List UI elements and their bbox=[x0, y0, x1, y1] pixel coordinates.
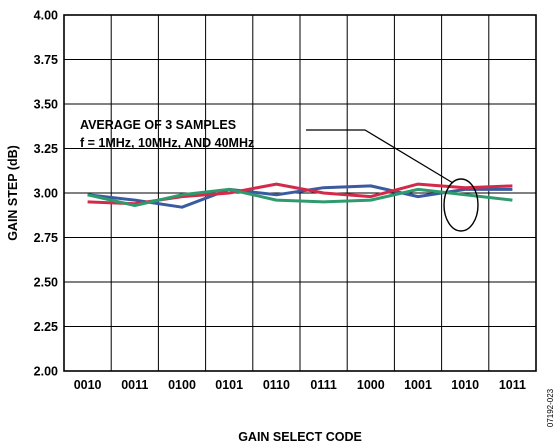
annotation-line-2: f = 1MHz, 10MHz, AND 40MHz bbox=[80, 136, 254, 150]
x-tick-label: 1000 bbox=[357, 378, 385, 392]
annotation: AVERAGE OF 3 SAMPLES f = 1MHz, 10MHz, AN… bbox=[80, 118, 479, 232]
annotation-ellipse bbox=[443, 178, 479, 232]
y-tick-label: 3.75 bbox=[34, 53, 58, 67]
x-tick-label: 1011 bbox=[499, 378, 526, 392]
x-tick-label: 0100 bbox=[168, 378, 196, 392]
x-tick-labels: 0010 0011 0100 0101 0110 0111 1000 1001 1010 1011 bbox=[74, 378, 526, 392]
x-tick-label: 1001 bbox=[404, 378, 432, 392]
series-lines bbox=[87, 182, 513, 209]
series-line-3 bbox=[87, 187, 513, 207]
x-tick-label: 0101 bbox=[215, 378, 243, 392]
grid bbox=[64, 15, 536, 371]
annotation-leader-line bbox=[306, 129, 454, 184]
figure-id: 07192-023 bbox=[546, 388, 555, 427]
x-tick-label: 0011 bbox=[121, 378, 148, 392]
y-tick-label: 2.75 bbox=[34, 231, 58, 245]
y-tick-label: 2.50 bbox=[34, 276, 58, 290]
y-tick-label: 3.25 bbox=[34, 142, 58, 156]
x-tick-label: 0110 bbox=[263, 378, 290, 392]
y-tick-label: 3.50 bbox=[34, 98, 58, 112]
x-tick-label: 1010 bbox=[451, 378, 479, 392]
x-axis-title: GAIN SELECT CODE bbox=[238, 430, 362, 444]
y-axis-title: GAIN STEP (dB) bbox=[6, 145, 20, 241]
annotation-line-1: AVERAGE OF 3 SAMPLES bbox=[80, 118, 236, 132]
x-tick-label: 0010 bbox=[74, 378, 102, 392]
x-tick-label: 0111 bbox=[310, 378, 336, 392]
y-tick-label: 2.00 bbox=[34, 365, 58, 379]
plot-frame bbox=[63, 14, 537, 372]
y-tick-label: 3.00 bbox=[34, 187, 58, 201]
y-tick-labels: 2.00 2.25 2.50 2.75 3.00 3.25 3.50 3.75 4.00 bbox=[34, 9, 58, 379]
y-tick-label: 4.00 bbox=[34, 9, 58, 23]
y-tick-label: 2.25 bbox=[34, 320, 58, 334]
